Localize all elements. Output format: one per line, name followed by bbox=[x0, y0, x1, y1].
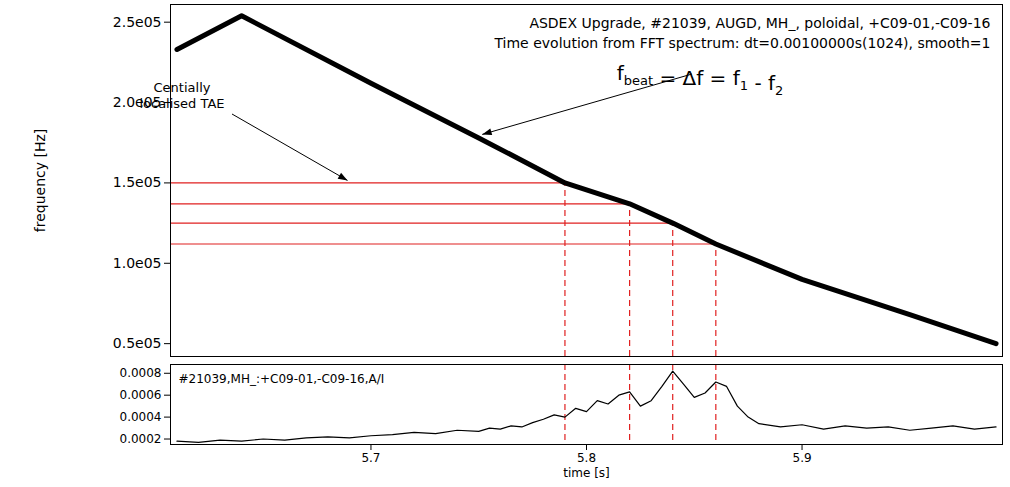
svg-text:ASDEX Upgrade, #21039, AUGD, M: ASDEX Upgrade, #21039, AUGD, MH_, poloid… bbox=[529, 15, 990, 31]
svg-text:Time evolution from FFT spectr: Time evolution from FFT spectrum: dt=0.0… bbox=[493, 35, 990, 51]
svg-text:0.0002: 0.0002 bbox=[120, 432, 162, 446]
svg-text:Centiallylocalised TAE: Centiallylocalised TAE bbox=[139, 80, 224, 111]
svg-text:0.0004: 0.0004 bbox=[120, 410, 162, 424]
svg-text:2.5e05: 2.5e05 bbox=[113, 14, 162, 30]
svg-text:fbeat = Δf = f1 - f2: fbeat = Δf = f1 - f2 bbox=[617, 61, 784, 98]
svg-text:frequency [Hz]: frequency [Hz] bbox=[32, 129, 48, 232]
svg-text:2.0e05: 2.0e05 bbox=[112, 94, 162, 110]
svg-text:0.0008: 0.0008 bbox=[120, 366, 162, 380]
svg-text:5.7: 5.7 bbox=[361, 451, 380, 465]
svg-text:5.8: 5.8 bbox=[577, 451, 596, 465]
svg-text:time [s]: time [s] bbox=[563, 466, 610, 480]
svg-text:1.5e05: 1.5e05 bbox=[113, 174, 162, 190]
svg-text:0.5e05: 0.5e05 bbox=[113, 335, 162, 351]
svg-text:#21039,MH_:+C09-01,-C09-16,A/I: #21039,MH_:+C09-01,-C09-16,A/I bbox=[179, 372, 385, 386]
svg-text:0.0006: 0.0006 bbox=[120, 388, 162, 402]
svg-text:1.0e05: 1.0e05 bbox=[113, 255, 162, 271]
svg-text:5.9: 5.9 bbox=[792, 451, 811, 465]
